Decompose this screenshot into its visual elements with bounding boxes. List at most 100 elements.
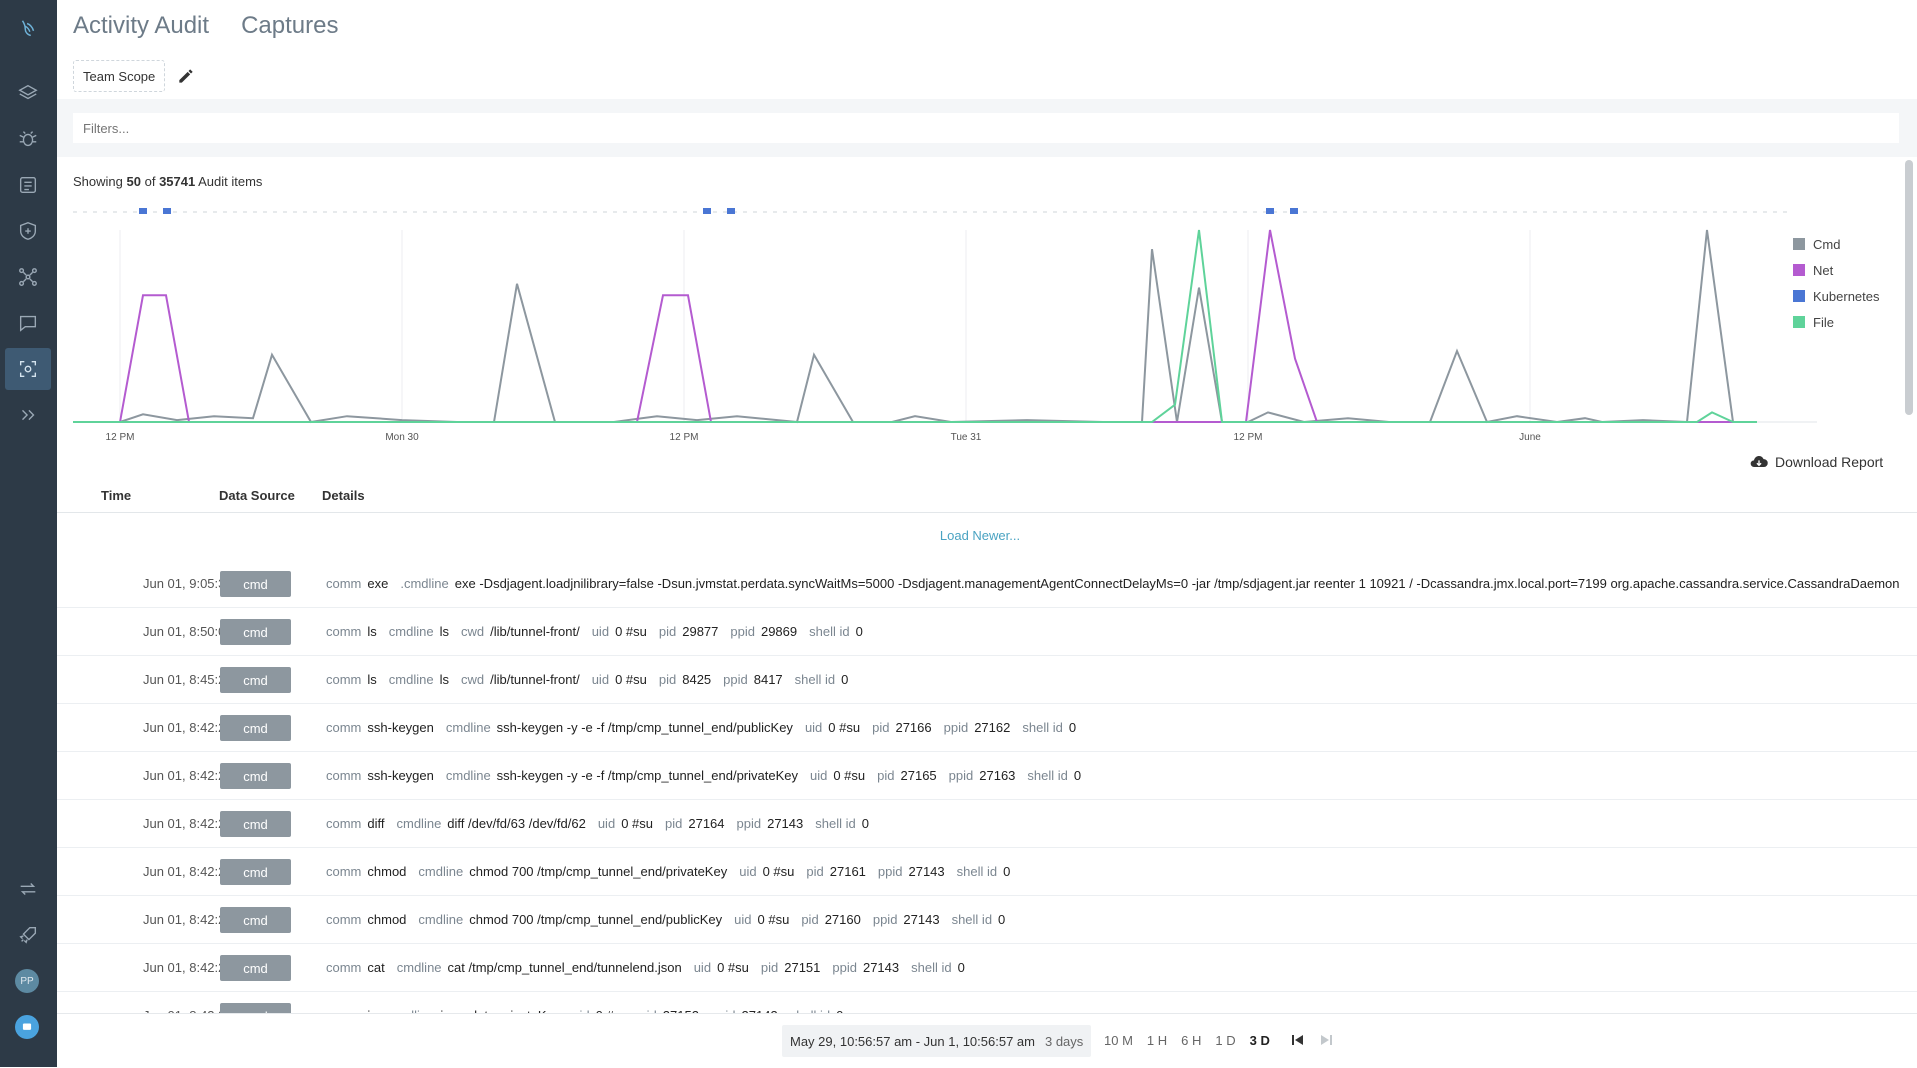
legend-item-net[interactable]: Net xyxy=(1793,257,1880,283)
detail-key: uid xyxy=(597,816,616,831)
detail-key: pid xyxy=(806,864,824,879)
tab-activity-audit[interactable]: Activity Audit xyxy=(73,12,210,39)
filters-input[interactable] xyxy=(73,113,1899,143)
zoom-option-10m[interactable]: 10 M xyxy=(1104,1033,1133,1048)
layers-icon[interactable] xyxy=(5,72,51,114)
detail-value: ssh-keygen -y -e -f /tmp/cmp_tunnel_end/… xyxy=(496,768,798,783)
detail-key: ppid xyxy=(730,624,755,639)
support-chat-button[interactable] xyxy=(15,1015,39,1039)
load-newer-link[interactable]: Load Newer... xyxy=(939,528,1021,543)
network-icon[interactable] xyxy=(5,256,51,298)
expand-icon[interactable] xyxy=(5,394,51,436)
detail-value: 27143 xyxy=(862,960,900,975)
skip-back-icon[interactable] xyxy=(1290,1032,1306,1048)
detail-value: 0 xyxy=(855,624,863,639)
detail-value: 27164 xyxy=(688,816,725,831)
activity-chart[interactable]: 12 PM Mon 30 12 PM Tue 31 12 PM June xyxy=(57,196,1917,446)
detail-value: 0 xyxy=(836,1008,843,1013)
download-report-label: Download Report xyxy=(1775,454,1884,470)
detail-value: 0 #su xyxy=(762,864,795,879)
detail-key: pid xyxy=(760,960,779,975)
scrollbar[interactable] xyxy=(1905,160,1913,415)
time-range-selector[interactable]: May 29, 10:56:57 am - Jun 1, 10:56:57 am… xyxy=(782,1025,1092,1057)
row-details: comm diff cmdline diff /dev/fd/63 /dev/fd/6… xyxy=(326,816,869,831)
detail-value: ls xyxy=(439,672,449,687)
page-tabs: Activity Audit Captures xyxy=(73,12,338,40)
detail-key: shell id xyxy=(790,1008,830,1013)
detail-key: ppid xyxy=(872,912,898,927)
detail-value: 27143 xyxy=(903,912,940,927)
detail-key: ppid xyxy=(877,864,903,879)
table-row[interactable]: Jun 01, 8:42:23 AM cmd comm chmod cmdline chm… xyxy=(57,848,1917,896)
zoom-option-6h[interactable]: 6 H xyxy=(1181,1033,1202,1048)
table-row[interactable]: Jun 01, 8:42:23 AM cmd comm chmod cmdline chm… xyxy=(57,896,1917,944)
kubernetes-event-marker xyxy=(163,208,171,214)
skip-forward-icon[interactable] xyxy=(1318,1032,1334,1048)
zoom-options: 10 M 1 H 6 H 1 D 3 D xyxy=(1104,1033,1270,1048)
download-report-button[interactable]: Download Report xyxy=(1749,452,1883,472)
detail-value: 0 #su xyxy=(615,672,647,687)
table-row[interactable]: Jun 01, 8:42:23 AM cmd comm cat cmdline cat /… xyxy=(57,944,1917,992)
zoom-option-1d[interactable]: 1 D xyxy=(1215,1033,1236,1048)
row-details: comm ls cmdline ls cwd/lib/tunnel-front/uid 0… xyxy=(326,624,863,639)
row-details: comm ssh-keygen cmdline ssh-keygen -y -e -f… xyxy=(326,720,1076,735)
tab-captures[interactable]: Captures xyxy=(241,12,339,39)
table-row[interactable]: Jun 01, 8:42:23 AM cmd comm diff cmdline diff… xyxy=(57,800,1917,848)
detail-value: chmod xyxy=(367,864,407,879)
detail-key: uid xyxy=(804,720,823,735)
logo-icon[interactable] xyxy=(5,8,51,50)
shield-icon[interactable] xyxy=(5,210,51,252)
team-scope-button[interactable]: Team Scope xyxy=(73,60,166,92)
legend-item-kubernetes[interactable]: Kubernetes xyxy=(1793,283,1880,309)
legend-item-file[interactable]: File xyxy=(1793,309,1880,335)
detail-value: exe -Dsdjagent.loadjnilibrary=false -Dsu… xyxy=(454,576,1900,591)
detail-key: comm xyxy=(326,720,362,735)
detail-key: cmdline xyxy=(418,912,464,927)
results-summary: Showing 50 of 35741 Audit items xyxy=(73,174,263,189)
table-row[interactable]: Jun 01, 9:05:34 AM cmd comm exe .cmdline exe … xyxy=(57,560,1917,608)
chat-icon[interactable] xyxy=(5,302,51,344)
row-details: comm exe .cmdline exe -Dsdjagent.loadjnilib… xyxy=(326,576,1900,591)
row-time: Jun 01, 8:42:23 AM xyxy=(95,1008,255,1013)
detail-key: shell id xyxy=(794,672,836,687)
capture-icon[interactable] xyxy=(5,348,51,390)
legend-swatch xyxy=(1793,316,1805,328)
detail-key: pid xyxy=(877,768,895,783)
detail-value: ls xyxy=(439,624,449,639)
x-tick-label: 12 PM xyxy=(1234,432,1263,443)
table-row[interactable]: Jun 01, 8:42:23 AM cmd comm ssh-keygen cmdli… xyxy=(57,752,1917,800)
detail-value: diff xyxy=(367,816,385,831)
pencil-icon[interactable] xyxy=(176,66,196,86)
avatar[interactable]: PP xyxy=(15,969,39,993)
detail-value: 29877 xyxy=(682,624,719,639)
detail-value: jq xyxy=(367,1008,377,1013)
bug-icon[interactable] xyxy=(5,118,51,160)
column-header-details[interactable]: Details xyxy=(322,488,365,503)
report-icon[interactable] xyxy=(5,164,51,206)
detail-key: cmdline xyxy=(396,960,442,975)
column-header-time[interactable]: Time xyxy=(101,488,132,503)
zoom-option-3d[interactable]: 3 D xyxy=(1249,1033,1270,1048)
series-line-net xyxy=(73,229,1757,423)
detail-value: cat xyxy=(367,960,385,975)
detail-value: exe xyxy=(367,576,389,591)
table-row[interactable]: Jun 01, 8:42:23 AM cmd comm ssh-keygen cmdli… xyxy=(57,704,1917,752)
zoom-option-1h[interactable]: 1 H xyxy=(1146,1033,1168,1048)
detail-key: comm xyxy=(326,768,362,783)
detail-value: 0 #su xyxy=(757,912,790,927)
kubernetes-event-marker xyxy=(1290,208,1298,214)
rocket-icon[interactable] xyxy=(5,914,51,956)
sync-icon[interactable] xyxy=(5,868,51,910)
table-row[interactable]: Jun 01, 8:45:24 AM cmd comm ls cmdline ls cwd /… xyxy=(57,656,1917,704)
table-row[interactable]: Jun 01, 8:50:03 AM cmd comm ls cmdline ls cwd /… xyxy=(57,608,1917,656)
detail-key: comm xyxy=(326,576,362,591)
column-header-data-source[interactable]: Data Source xyxy=(219,488,295,503)
detail-value: 0 #su xyxy=(621,816,653,831)
x-tick-label: 12 PM xyxy=(670,432,699,443)
detail-key: ppid xyxy=(723,672,748,687)
detail-key: pid xyxy=(639,1008,656,1013)
detail-value: 8417 xyxy=(753,672,783,687)
legend-item-cmd[interactable]: Cmd xyxy=(1793,231,1880,257)
x-tick-label: 12 PM xyxy=(106,432,135,443)
